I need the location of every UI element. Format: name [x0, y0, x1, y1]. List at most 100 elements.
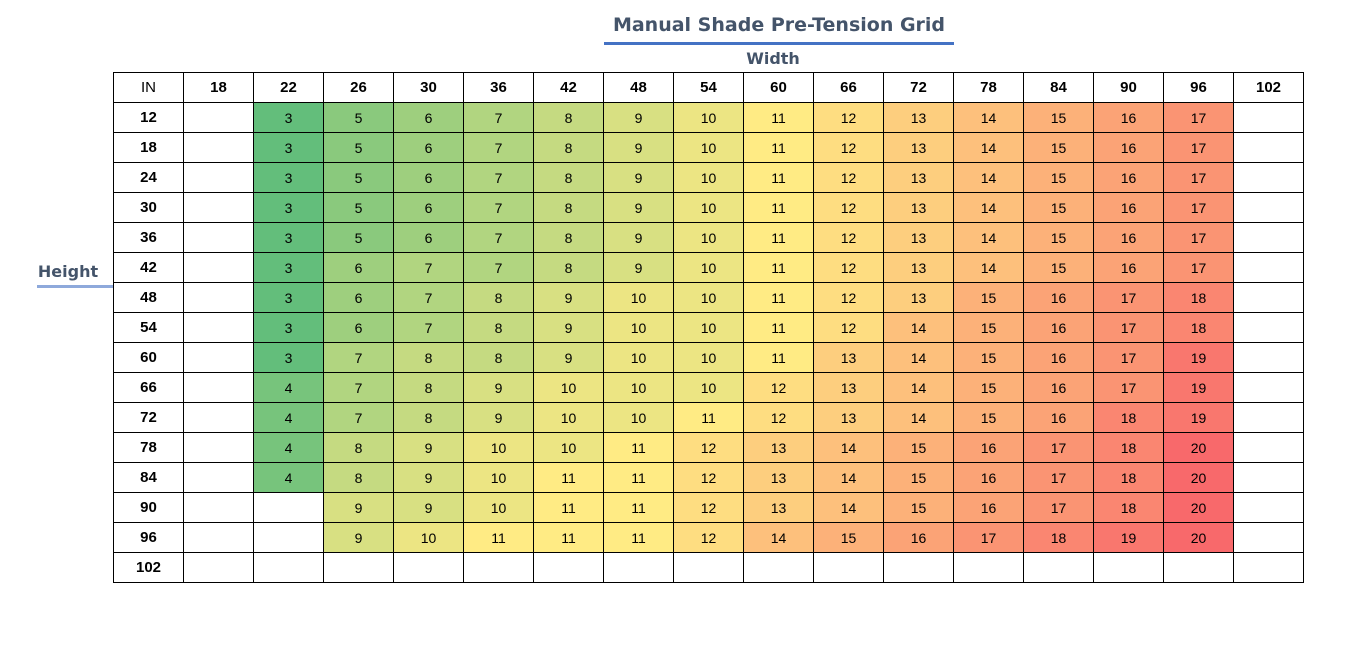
tension-cell — [323, 552, 394, 583]
tension-cell — [183, 132, 254, 163]
tension-cell: 3 — [253, 252, 324, 283]
tension-cell: 11 — [603, 492, 674, 523]
tension-cell — [183, 222, 254, 253]
tension-cell: 8 — [533, 192, 604, 223]
tension-cell: 11 — [533, 492, 604, 523]
tension-cell: 9 — [393, 432, 464, 463]
tension-cell: 3 — [253, 162, 324, 193]
width-header-cell: 66 — [813, 72, 884, 103]
tension-cell: 16 — [1093, 192, 1164, 223]
pretension-grid: IN 18 22 26 30 36 42 48 54 60 66 72 78 84 90 96 102 12 3… — [113, 72, 1304, 583]
tension-cell: 18 — [1163, 312, 1234, 343]
tension-cell: 12 — [673, 462, 744, 493]
table-row: 84 4 8 9 10 11 11 12 13 14 15 16 17 18 20 — [113, 462, 1304, 493]
tension-cell — [183, 462, 254, 493]
height-row-label: 78 — [113, 432, 184, 463]
width-header-cell: 72 — [883, 72, 954, 103]
tension-cell: 14 — [953, 252, 1024, 283]
tension-cell: 3 — [253, 132, 324, 163]
grid-header: IN 18 22 26 30 36 42 48 54 60 66 72 78 84 90 96 102 — [113, 72, 1304, 103]
tension-cell: 9 — [603, 192, 674, 223]
tension-cell: 6 — [393, 162, 464, 193]
tension-cell — [1233, 282, 1304, 313]
tension-cell: 6 — [393, 102, 464, 133]
tension-cell: 9 — [603, 252, 674, 283]
tension-cell: 12 — [743, 372, 814, 403]
tension-cell — [1163, 552, 1234, 583]
tension-cell — [743, 552, 814, 583]
tension-cell — [183, 372, 254, 403]
tension-cell: 16 — [1093, 222, 1164, 253]
tension-cell: 12 — [813, 312, 884, 343]
tension-cell: 17 — [1163, 252, 1234, 283]
tension-cell — [1233, 402, 1304, 433]
tension-cell: 16 — [1023, 282, 1094, 313]
tension-cell: 19 — [1163, 402, 1234, 433]
tension-cell: 10 — [673, 192, 744, 223]
tension-cell: 11 — [743, 162, 814, 193]
tension-cell — [183, 552, 254, 583]
tension-cell: 15 — [1023, 222, 1094, 253]
width-header-cell: 90 — [1093, 72, 1164, 103]
tension-cell: 14 — [953, 102, 1024, 133]
tension-cell: 3 — [253, 192, 324, 223]
tension-cell: 7 — [463, 162, 534, 193]
width-header-cell: 22 — [253, 72, 324, 103]
page-title: Manual Shade Pre-Tension Grid — [612, 14, 946, 36]
tension-cell: 5 — [323, 162, 394, 193]
tension-cell: 14 — [953, 222, 1024, 253]
tension-cell: 15 — [1023, 132, 1094, 163]
tension-cell: 12 — [673, 492, 744, 523]
tension-cell — [183, 312, 254, 343]
tension-cell: 5 — [323, 132, 394, 163]
height-row-label: 90 — [113, 492, 184, 523]
tension-cell: 7 — [393, 282, 464, 313]
tension-cell: 20 — [1163, 492, 1234, 523]
tension-cell: 15 — [883, 462, 954, 493]
tension-cell: 9 — [463, 402, 534, 433]
tension-cell: 17 — [1093, 282, 1164, 313]
tension-cell: 16 — [953, 462, 1024, 493]
tension-cell: 17 — [1163, 132, 1234, 163]
tension-cell — [1233, 162, 1304, 193]
tension-cell: 5 — [323, 222, 394, 253]
tension-cell: 11 — [743, 192, 814, 223]
table-row: 18 3 5 6 7 8 9 10 11 12 13 14 15 16 17 — [113, 132, 1304, 163]
height-row-label: 30 — [113, 192, 184, 223]
tension-cell: 7 — [463, 102, 534, 133]
table-row: 24 3 5 6 7 8 9 10 11 12 13 14 15 16 17 — [113, 162, 1304, 193]
tension-cell: 14 — [813, 492, 884, 523]
tension-cell — [603, 552, 674, 583]
tension-cell: 16 — [1093, 132, 1164, 163]
tension-cell: 12 — [813, 192, 884, 223]
tension-cell: 9 — [533, 342, 604, 373]
tension-cell — [183, 102, 254, 133]
tension-cell — [1233, 552, 1304, 583]
tension-cell: 4 — [253, 462, 324, 493]
tension-cell: 15 — [1023, 192, 1094, 223]
tension-cell: 15 — [953, 282, 1024, 313]
tension-cell: 12 — [813, 252, 884, 283]
tension-cell — [1233, 222, 1304, 253]
tension-cell — [1233, 342, 1304, 373]
height-row-label: 24 — [113, 162, 184, 193]
tension-cell: 8 — [533, 252, 604, 283]
table-row: 72 4 7 8 9 10 10 11 12 13 14 15 16 18 19 — [113, 402, 1304, 433]
table-row: 78 4 8 9 10 10 11 12 13 14 15 16 17 18 20 — [113, 432, 1304, 463]
width-header-cell: 84 — [1023, 72, 1094, 103]
width-header-cell: 102 — [1233, 72, 1304, 103]
tension-cell: 9 — [603, 102, 674, 133]
tension-cell: 10 — [533, 402, 604, 433]
tension-cell: 15 — [883, 492, 954, 523]
tension-cell: 4 — [253, 432, 324, 463]
tension-cell: 12 — [813, 222, 884, 253]
tension-cell: 15 — [953, 342, 1024, 373]
tension-cell: 12 — [673, 432, 744, 463]
height-underline — [37, 285, 113, 288]
tension-cell: 12 — [743, 402, 814, 433]
tension-cell: 3 — [253, 102, 324, 133]
tension-cell — [183, 162, 254, 193]
width-header-cell: 30 — [393, 72, 464, 103]
tension-cell: 7 — [463, 252, 534, 283]
tension-cell: 10 — [673, 282, 744, 313]
